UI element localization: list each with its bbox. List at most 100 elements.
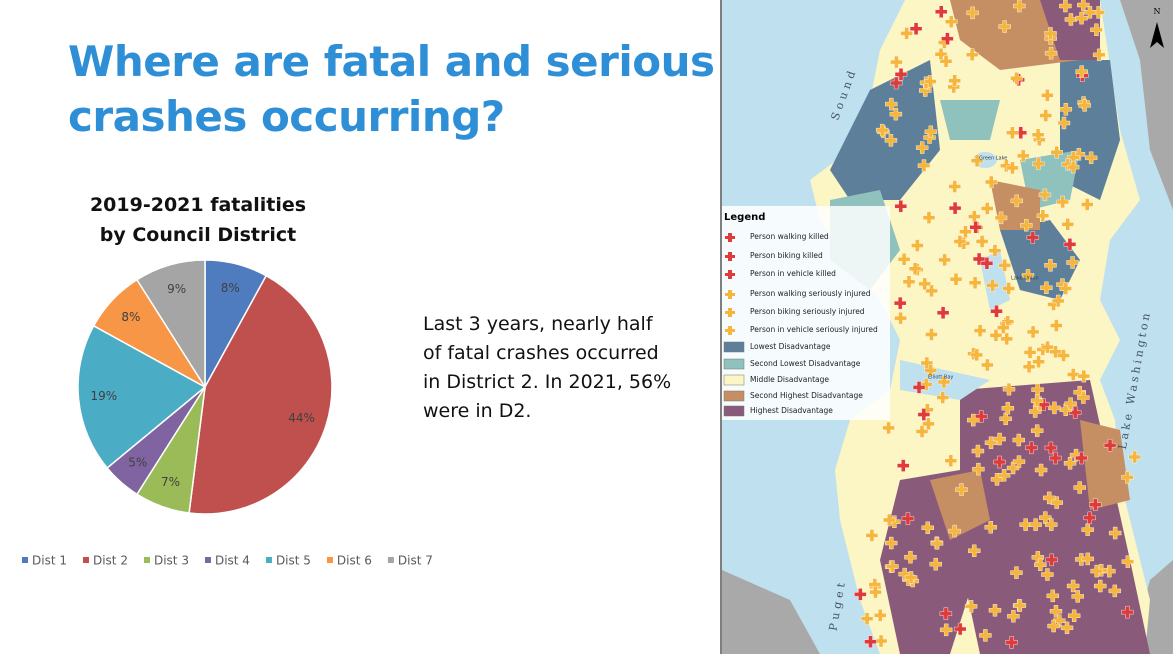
crash-marker — [1001, 402, 1015, 415]
crash-marker — [901, 512, 915, 525]
crash-marker — [909, 22, 923, 35]
crash-marker — [994, 211, 1008, 225]
data-label: 44% — [288, 411, 315, 425]
crash-marker — [1049, 451, 1062, 465]
crash-marker — [1094, 579, 1107, 593]
crash-marker — [1063, 457, 1077, 470]
crash-marker — [972, 462, 985, 476]
crash-marker — [965, 48, 979, 61]
map-legend-label: Highest Disadvantage — [750, 406, 833, 415]
crash-marker — [1092, 48, 1106, 62]
legend-icon — [725, 326, 735, 335]
crash-marker — [948, 524, 961, 538]
crash-marker — [884, 134, 898, 147]
crash-marker — [882, 421, 895, 435]
crash-marker — [938, 253, 951, 267]
crash-marker — [1032, 157, 1045, 171]
crash-marker — [986, 279, 999, 292]
crash-marker — [886, 560, 899, 573]
pie-chart: 8% 44% 7% 5% 19% 8% 9% — [77, 259, 333, 515]
legend-swatch — [723, 358, 745, 370]
crash-marker — [1059, 103, 1073, 116]
map-legend-label: Person biking killed — [750, 251, 823, 260]
crash-marker — [1045, 518, 1058, 531]
title-line: crashes occurring? — [68, 92, 505, 141]
crash-marker — [1075, 65, 1088, 78]
crash-marker — [1108, 584, 1122, 598]
crash-marker — [948, 74, 961, 87]
crash-marker — [955, 483, 968, 496]
crash-marker — [939, 55, 953, 68]
crash-marker — [894, 296, 907, 310]
crash-marker — [915, 425, 929, 438]
crash-marker — [894, 68, 908, 81]
crash-marker — [1083, 511, 1096, 525]
map-legend: Person walking killed Person biking kille… — [723, 232, 878, 417]
crash-marker — [1028, 405, 1042, 418]
crash-marker — [959, 225, 972, 238]
crash-marker — [948, 180, 961, 193]
legend-swatch — [387, 557, 394, 563]
crash-marker — [924, 125, 938, 138]
crash-marker — [1050, 319, 1063, 332]
crash-marker — [904, 571, 918, 584]
crash-marker — [1019, 518, 1032, 531]
crash-marker — [885, 97, 898, 111]
crash-marker — [883, 513, 896, 527]
map: Legend Person walking killed Person bikin… — [720, 0, 1173, 654]
map-legend-label: Person in vehicle killed — [750, 269, 836, 278]
legend-swatch — [723, 341, 745, 353]
legend-swatch — [204, 557, 211, 563]
crash-marker — [981, 202, 994, 215]
crash-marker — [1044, 441, 1058, 455]
legend-icon — [725, 270, 735, 279]
crash-marker — [1012, 433, 1025, 447]
crash-marker — [1043, 491, 1056, 505]
crash-marker — [904, 550, 917, 564]
crash-marker — [1002, 382, 1016, 396]
crash-marker — [898, 567, 911, 581]
crash-marker — [973, 324, 987, 337]
crash-marker — [1060, 621, 1074, 635]
pie-slice — [188, 274, 333, 515]
crash-marker — [1013, 0, 1026, 13]
crash-marker — [1066, 579, 1080, 593]
data-label: 5% — [128, 456, 147, 470]
crash-marker — [1026, 231, 1040, 244]
crash-marker — [1030, 394, 1044, 407]
crash-marker — [911, 239, 924, 252]
crash-marker — [1013, 599, 1027, 612]
crash-marker — [993, 455, 1006, 469]
crash-marker — [1007, 610, 1020, 623]
crash-marker — [1081, 198, 1094, 211]
legend-icon — [725, 233, 735, 242]
crash-marker — [869, 585, 882, 599]
crash-marker — [1073, 481, 1086, 494]
crash-marker — [1057, 116, 1071, 130]
crash-marker — [1045, 553, 1058, 567]
crash-marker — [984, 521, 997, 534]
crash-marker — [1023, 346, 1037, 359]
legend-swatch — [723, 374, 745, 386]
crash-marker — [864, 635, 877, 648]
data-label: 8% — [121, 310, 140, 324]
crash-marker — [1067, 368, 1080, 381]
crash-marker — [971, 444, 985, 458]
crash-marker — [917, 408, 931, 421]
crash-marker — [1089, 498, 1102, 511]
legend-icon — [725, 308, 735, 317]
crash-marker — [874, 634, 888, 648]
crash-marker — [889, 76, 903, 90]
map-legend-label: Lowest Disadvantage — [750, 342, 831, 351]
crash-marker — [1081, 523, 1094, 536]
crash-marker — [1000, 159, 1013, 172]
crash-marker — [1029, 518, 1042, 531]
crash-marker — [1020, 219, 1033, 232]
crash-marker — [981, 358, 994, 372]
legend-swatch — [723, 390, 745, 402]
crash-marker — [935, 5, 948, 18]
pie-slice — [135, 259, 206, 390]
crash-marker — [894, 311, 907, 325]
water-label: Lake Union — [1011, 276, 1039, 282]
